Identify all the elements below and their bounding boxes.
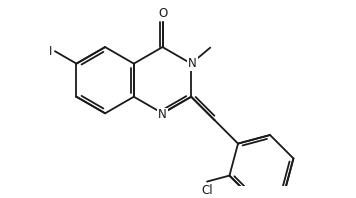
Text: O: O xyxy=(158,7,167,20)
Text: N: N xyxy=(188,57,197,70)
Text: N: N xyxy=(158,109,167,121)
Text: Cl: Cl xyxy=(201,184,213,197)
Text: I: I xyxy=(49,45,52,58)
